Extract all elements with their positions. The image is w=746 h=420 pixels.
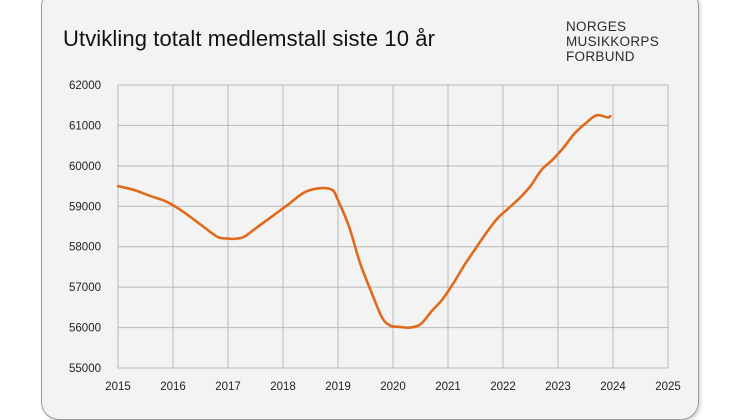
series-line-medlemstall [116, 113, 612, 329]
logo-line-1: NORGES [566, 19, 627, 34]
x-tick-label: 2018 [270, 381, 296, 393]
y-tick-label: 57000 [69, 282, 101, 294]
x-tick-label: 2016 [160, 381, 186, 393]
x-tick-label: 2022 [490, 381, 516, 393]
y-tick-label: 56000 [69, 323, 101, 335]
organization-logo: NORGES MUSIKKORPS FORBUND [566, 19, 659, 64]
chart-title: Utvikling totalt medlemstall siste 10 år [63, 26, 436, 51]
chart-series [116, 113, 612, 329]
x-tick-label: 2019 [325, 381, 351, 393]
y-tick-label: 59000 [69, 201, 101, 213]
logo-line-3: FORBUND [566, 49, 635, 64]
logo-line-2: MUSIKKORPS [566, 34, 660, 49]
y-axis-ticks: 55000 56000 57000 58000 59000 60000 61000 62000 [69, 80, 101, 375]
y-tick-label: 58000 [69, 242, 101, 254]
chart-card [41, 0, 699, 420]
y-tick-label: 60000 [69, 161, 101, 173]
x-tick-label: 2017 [215, 381, 241, 393]
x-axis-ticks: 2015 2016 2017 2018 2019 2020 2021 2022 2023 2024… [105, 381, 681, 393]
x-tick-label: 2025 [655, 381, 681, 393]
x-tick-label: 2023 [545, 381, 571, 393]
y-tick-label: 62000 [69, 80, 101, 92]
y-tick-label: 55000 [69, 363, 101, 375]
x-tick-label: 2020 [380, 381, 406, 393]
x-tick-label: 2015 [105, 381, 131, 393]
y-tick-label: 61000 [69, 120, 101, 132]
x-tick-label: 2024 [600, 381, 626, 393]
x-tick-label: 2021 [435, 381, 461, 393]
